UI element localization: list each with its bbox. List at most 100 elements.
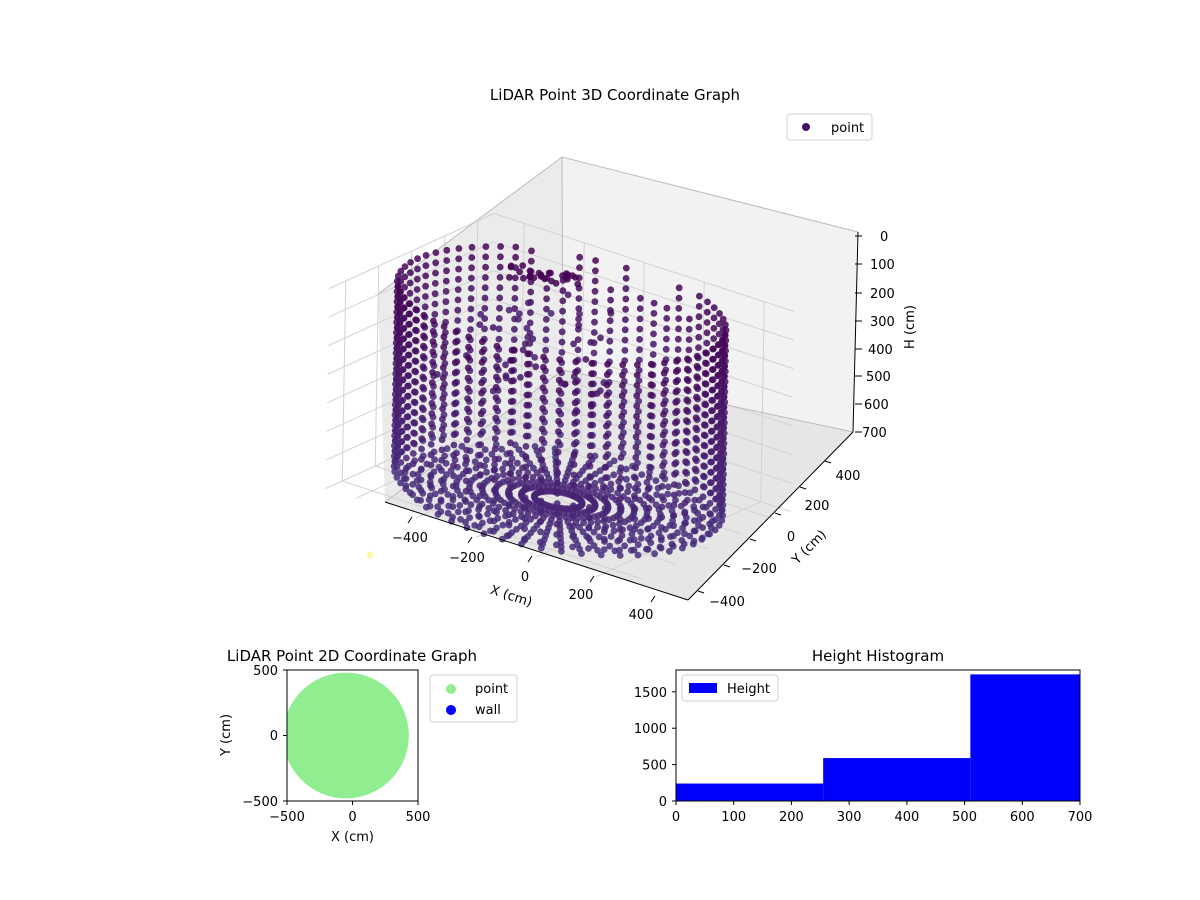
- lidar-point: [709, 345, 717, 353]
- lidar-point: [540, 363, 547, 371]
- lidar-point: [675, 284, 683, 292]
- lidar-point: [647, 381, 655, 389]
- lidar-point: [559, 287, 567, 295]
- lidar-point: [618, 423, 625, 430]
- lidar-point: [691, 496, 699, 504]
- lidar-point: [507, 408, 515, 416]
- lidar-point: [527, 309, 534, 316]
- lidar-point: [601, 515, 609, 523]
- lidar-point: [450, 431, 458, 439]
- lidar-point: [515, 446, 523, 453]
- lidar-point: [467, 501, 475, 509]
- lidar-point: [419, 383, 427, 391]
- lidar-point: [700, 441, 708, 449]
- lidar-point: [646, 422, 654, 430]
- lidar-point: [539, 374, 547, 381]
- lidar-point: [495, 315, 503, 322]
- lidar-point: [463, 457, 470, 464]
- lidar-point: [606, 317, 614, 325]
- lidar-point: [569, 522, 577, 530]
- lidar-point: [395, 340, 403, 347]
- lidar-point: [618, 412, 626, 420]
- lidar-point: [645, 515, 652, 522]
- lidar-point: [505, 521, 513, 529]
- x-tick-label: 0: [672, 810, 680, 825]
- grid-line: [580, 242, 585, 443]
- lidar-point: [606, 327, 614, 335]
- lidar-point: [691, 506, 698, 514]
- lidar-point: [674, 335, 682, 343]
- lidar-point: [650, 310, 658, 317]
- lidar-point: [398, 397, 406, 405]
- lidar-point: [558, 349, 566, 356]
- lidar-point: [712, 495, 719, 503]
- lidar-point: [685, 325, 693, 333]
- lidar-point: [427, 451, 435, 459]
- lidar-point: [419, 373, 427, 381]
- lidar-point: [454, 286, 462, 293]
- lidar-point: [717, 429, 725, 437]
- grid-line: [328, 241, 494, 318]
- x-tick-label-3d: 200: [569, 588, 594, 603]
- lidar-point: [439, 374, 447, 382]
- x-tick-label-3d: 0: [521, 570, 529, 585]
- lidar-point: [404, 351, 412, 359]
- lidar-point: [451, 410, 458, 418]
- lidar-point: [683, 386, 691, 394]
- lidar-point: [555, 418, 562, 425]
- lidar-point: [443, 246, 451, 254]
- lidar-point: [662, 345, 670, 353]
- lidar-point: [422, 293, 429, 300]
- lidar-point: [574, 336, 582, 343]
- lidar-point: [401, 283, 408, 291]
- lidar-point: [616, 526, 624, 533]
- lidar-point: [396, 309, 404, 317]
- y-tick-label-3d: 400: [836, 469, 861, 484]
- lidar-point: [636, 305, 644, 312]
- lidar-point: [657, 534, 665, 542]
- lidar-point: [506, 470, 514, 477]
- lidar-point: [462, 508, 470, 516]
- lidar-point: [505, 306, 513, 314]
- lidar-point: [716, 511, 723, 519]
- grid-line: [325, 413, 491, 489]
- lidar-point: [606, 542, 614, 550]
- lidar-point: [646, 463, 653, 471]
- lidar-point: [399, 376, 406, 384]
- lidar-point: [418, 445, 425, 453]
- lidar-point: [420, 322, 428, 329]
- y-tick-label-3d: −400: [709, 595, 745, 610]
- lidar-point: [465, 333, 473, 341]
- lidar-point: [649, 351, 657, 358]
- lidar-point: [411, 388, 418, 396]
- lidar-point: [569, 543, 576, 551]
- lidar-point: [508, 346, 516, 354]
- x-tick-label-2d: −500: [269, 810, 305, 825]
- lidar-point: [693, 352, 701, 360]
- lidar-point: [512, 243, 520, 251]
- lidar-point: [403, 434, 411, 441]
- lidar-point: [452, 328, 460, 336]
- lidar-point: [681, 489, 689, 496]
- lidar-point: [405, 341, 412, 349]
- z-tick-label-3d: 300: [870, 315, 895, 330]
- lidar-point: [617, 484, 624, 492]
- z-tick-label-3d: 700: [862, 426, 887, 441]
- lidar-point: [412, 306, 420, 313]
- lidar-point: [722, 326, 730, 334]
- lidar-point: [477, 420, 485, 428]
- lidar-point: [670, 522, 677, 530]
- lidar-point: [506, 480, 514, 488]
- lidar-point: [703, 319, 711, 326]
- lidar-point: [702, 359, 709, 367]
- lidar-point: [622, 295, 630, 303]
- lidar-point: [634, 541, 642, 548]
- lidar-point: [663, 304, 671, 312]
- lidar-point: [716, 470, 724, 478]
- lidar-point: [622, 316, 629, 323]
- lidar-point: [449, 493, 457, 500]
- lidar-point: [478, 379, 486, 387]
- lidar-point: [587, 411, 595, 419]
- lidar-point: [394, 412, 402, 419]
- lidar-point: [538, 466, 545, 474]
